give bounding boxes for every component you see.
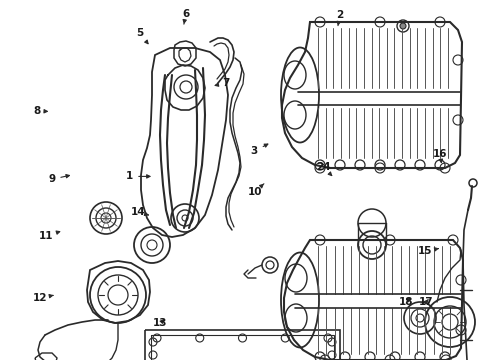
Text: 14: 14: [130, 207, 148, 217]
Text: 5: 5: [136, 28, 148, 44]
Text: 13: 13: [153, 318, 167, 328]
Text: 2: 2: [336, 10, 343, 26]
Text: 1: 1: [126, 171, 150, 181]
Text: 8: 8: [33, 106, 47, 116]
Text: 11: 11: [39, 231, 60, 241]
Circle shape: [399, 23, 405, 29]
Text: 16: 16: [432, 149, 447, 163]
Text: 9: 9: [48, 174, 69, 184]
Text: 10: 10: [247, 184, 264, 197]
Text: 12: 12: [33, 293, 53, 303]
Text: 17: 17: [418, 297, 433, 307]
Text: 6: 6: [182, 9, 189, 24]
Text: 7: 7: [215, 78, 229, 88]
Text: 15: 15: [417, 246, 437, 256]
Text: 18: 18: [398, 297, 412, 307]
Text: 24: 24: [316, 162, 331, 176]
Text: 3: 3: [250, 144, 267, 156]
